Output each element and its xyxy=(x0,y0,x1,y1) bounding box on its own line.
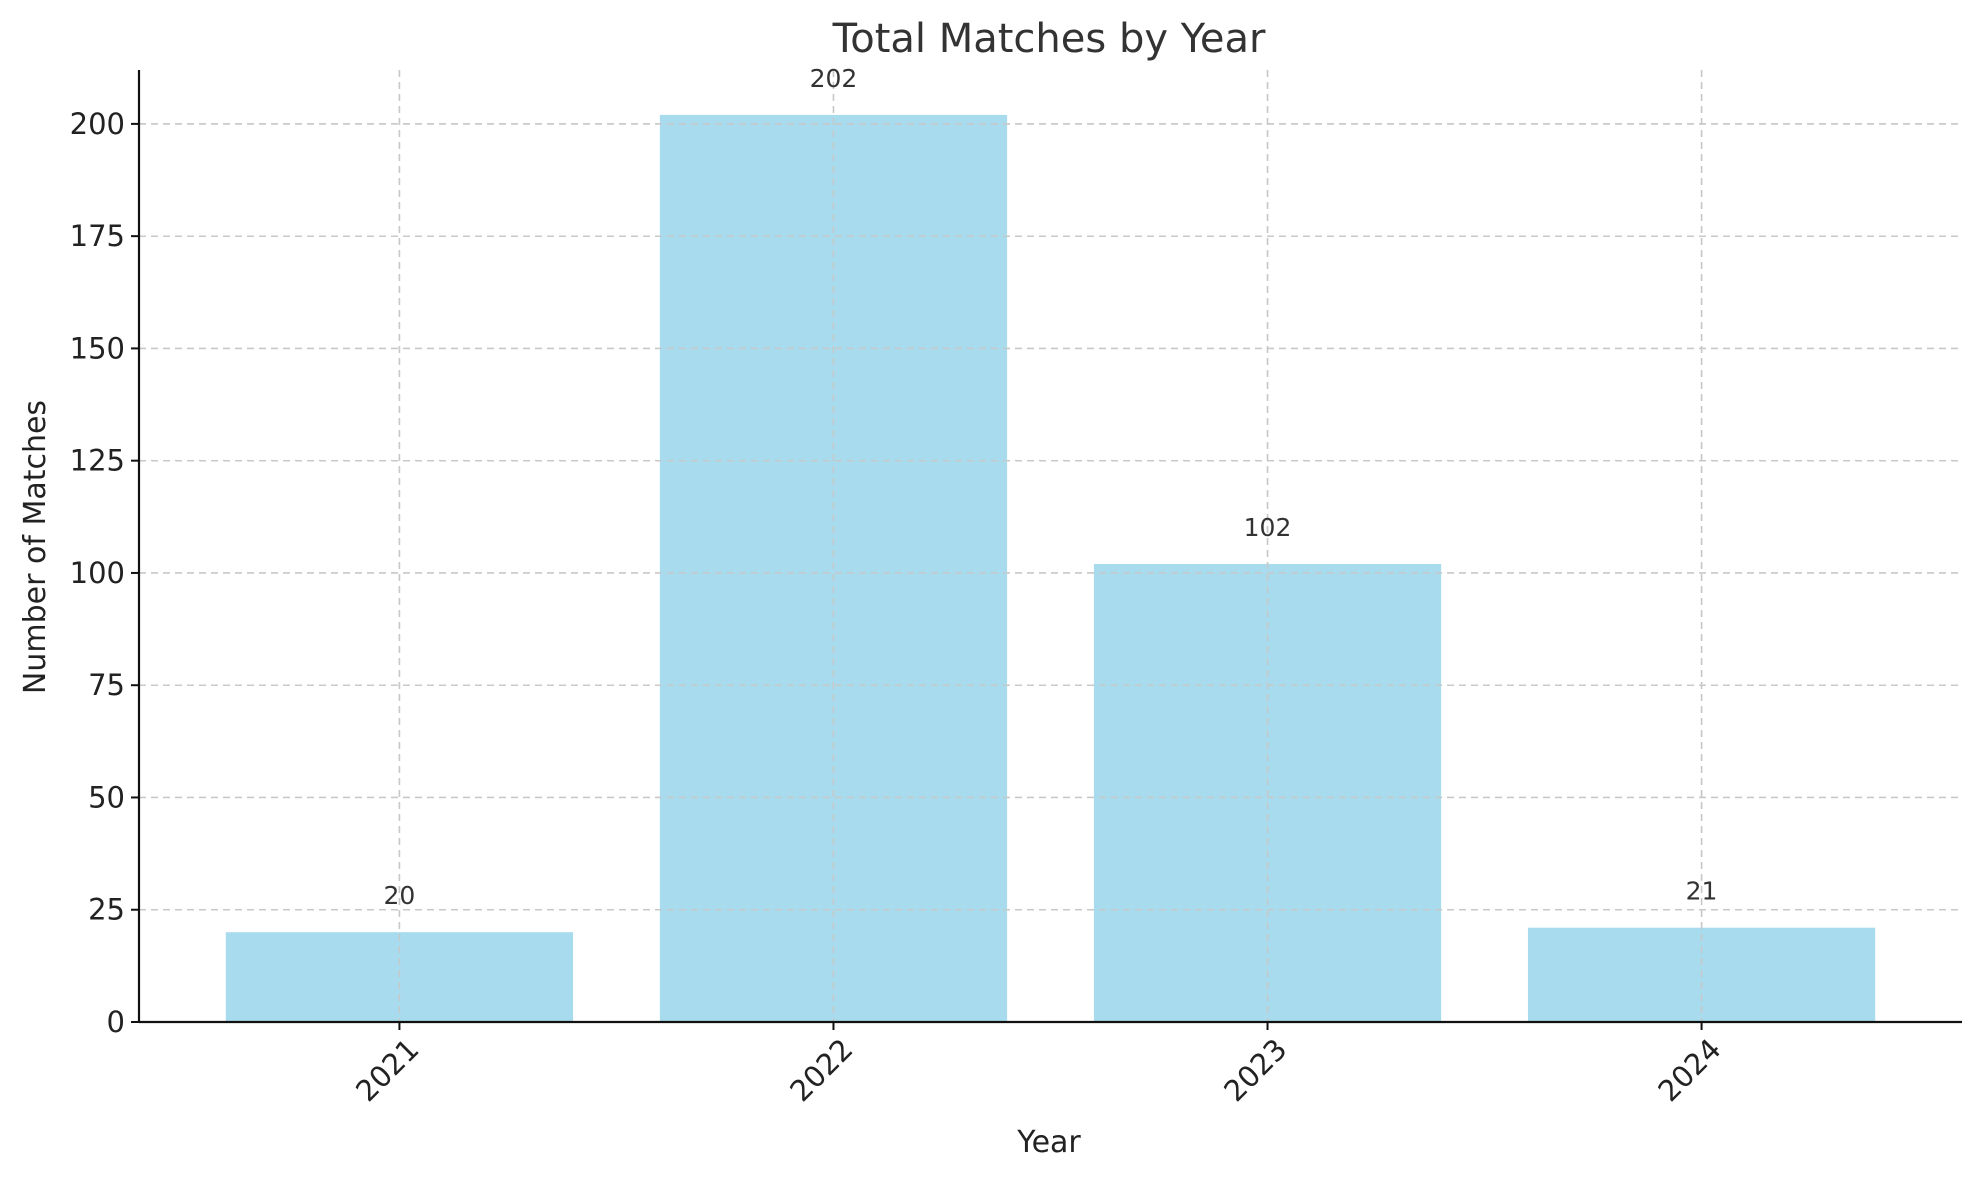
x-tick-label-2024: 2024 xyxy=(1651,1032,1727,1108)
y-tick-label: 50 xyxy=(88,780,125,814)
x-tick-label-2022: 2022 xyxy=(783,1032,859,1108)
y-tick-label: 150 xyxy=(70,331,125,365)
data-labels: 20 202 102 21 xyxy=(384,64,1718,910)
y-axis-label: Number of Matches xyxy=(18,400,53,694)
y-tick-label: 175 xyxy=(70,219,125,253)
y-tick-label: 125 xyxy=(70,444,125,478)
x-tick-label-2021: 2021 xyxy=(349,1032,425,1108)
data-label-2023: 102 xyxy=(1244,513,1292,542)
data-label-2022: 202 xyxy=(810,64,858,93)
x-tick-label-2023: 2023 xyxy=(1217,1032,1293,1108)
y-tick-label: 25 xyxy=(88,893,125,927)
x-axis-label: Year xyxy=(1016,1125,1081,1160)
y-tick-label: 200 xyxy=(70,107,125,141)
y-tick-label: 100 xyxy=(70,556,125,590)
y-tick-label: 0 xyxy=(107,1005,125,1039)
y-tick-label: 75 xyxy=(88,668,125,702)
data-label-2024: 21 xyxy=(1686,877,1718,906)
data-label-2021: 20 xyxy=(384,881,416,910)
bars xyxy=(139,70,1962,1023)
chart-title: Total Matches by Year xyxy=(832,16,1266,62)
